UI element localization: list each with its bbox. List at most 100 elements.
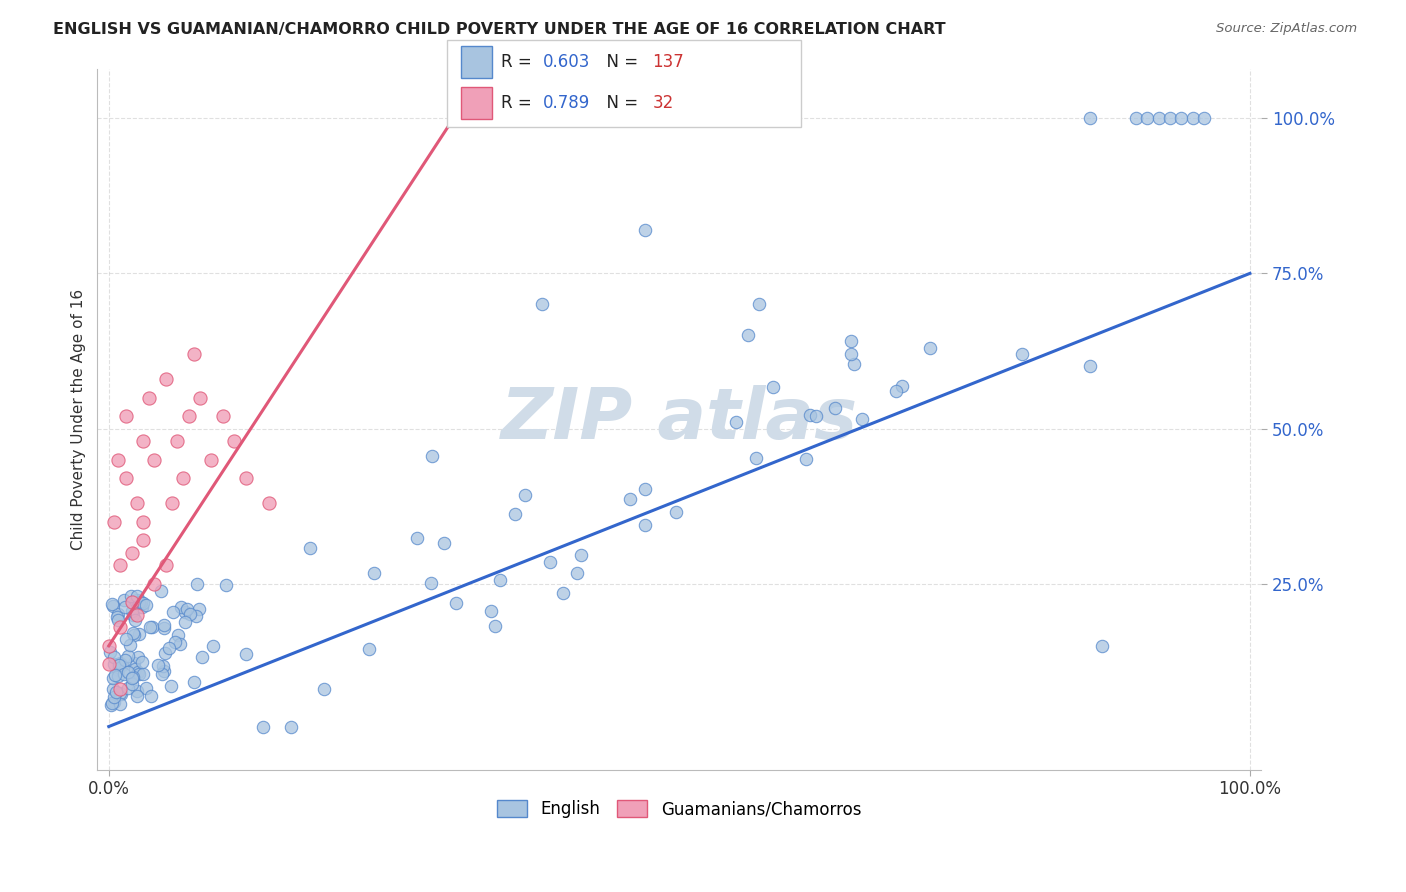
Point [101,599,124,614]
Point [215,578,238,592]
Text: 32: 32 [652,94,673,112]
Point [143,576,166,591]
Text: ENGLISH VS GUAMANIAN/CHAMORRO CHILD POVERTY UNDER THE AGE OF 16 CORRELATION CHAR: ENGLISH VS GUAMANIAN/CHAMORRO CHILD POVE… [53,22,946,37]
Point [745,450,768,465]
Point [748,297,770,311]
Point [162,605,184,619]
Point [128,627,150,641]
Point [135,598,157,612]
Point [200,452,222,467]
Point [920,341,942,355]
Point [103,690,125,705]
Point [183,347,205,361]
Point [839,334,862,348]
Point [179,607,201,622]
Point [101,597,124,611]
Point [224,434,246,448]
Point [176,602,198,616]
Point [177,409,200,424]
Point [127,607,149,622]
Point [1011,347,1033,361]
Point [531,297,554,311]
Point [138,391,160,405]
Point [111,658,134,673]
Point [183,675,205,690]
Point [187,602,209,616]
Point [634,518,657,533]
Point [121,604,143,618]
Point [174,615,197,630]
Point [664,505,686,519]
Point [128,666,150,681]
Point [1125,111,1147,125]
Point [107,452,129,467]
Point [844,357,866,371]
Point [128,595,150,609]
Point [174,605,197,619]
Point [146,658,169,673]
Point [103,515,125,529]
Point [762,380,785,394]
Point [1170,111,1192,125]
Point [155,372,177,386]
Point [125,689,148,703]
Point [143,452,166,467]
Point [884,384,907,398]
Point [257,496,280,510]
Point [131,600,153,615]
Point [157,640,180,655]
Point [121,677,143,691]
Point [419,575,441,590]
Point [433,536,456,550]
Point [166,628,188,642]
Point [152,665,174,679]
Y-axis label: Child Poverty Under the Age of 16: Child Poverty Under the Age of 16 [72,289,86,549]
Point [121,595,143,609]
Point [129,595,152,609]
Point [112,667,135,681]
Point [1147,111,1170,125]
Point [503,507,526,521]
Point [312,681,335,696]
Point [444,596,467,610]
Point [160,679,183,693]
Point [725,416,748,430]
Point [114,653,136,667]
Point [121,546,143,560]
Point [105,610,128,624]
Point [108,697,131,711]
Point [103,650,125,665]
Point [107,607,129,622]
Point [124,614,146,628]
Point [108,558,131,573]
Point [160,496,183,510]
Point [121,608,143,623]
Point [110,687,132,701]
Point [166,434,188,448]
Point [489,573,512,587]
Text: N =: N = [596,94,644,112]
Point [118,638,141,652]
Point [150,584,173,599]
Point [806,409,828,424]
Point [107,664,129,678]
Point [103,668,125,682]
Point [513,488,536,502]
Point [169,637,191,651]
Point [100,698,122,713]
Point [363,566,385,580]
Point [299,541,322,556]
Point [152,621,174,635]
Point [127,665,149,679]
Text: 137: 137 [652,53,685,71]
Point [634,223,657,237]
Point [97,639,120,653]
Point [103,657,125,671]
Point [1194,111,1216,125]
Text: 0.789: 0.789 [543,94,591,112]
Point [150,666,173,681]
Point [406,531,429,545]
Point [120,590,142,604]
Point [172,471,194,485]
Point [103,695,125,709]
